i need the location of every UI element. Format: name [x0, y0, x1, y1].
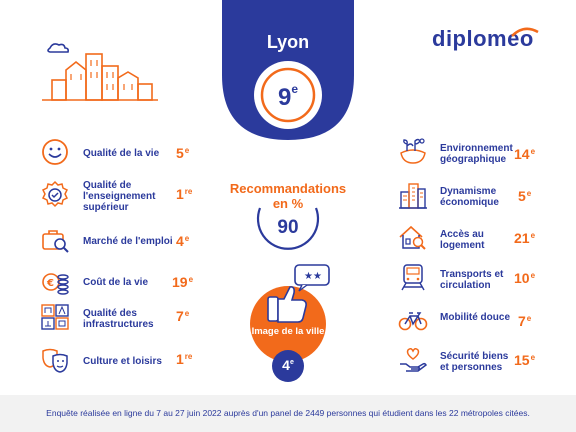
smiley-icon [42, 139, 68, 165]
house-search-icon [399, 225, 426, 250]
criteria-label-transports: Transports et circulation [440, 269, 504, 291]
survey-footer: Enquête réalisée en ligne du 7 au 27 jui… [0, 395, 576, 432]
criteria-rank-cout-vie: 19e [172, 274, 194, 290]
criteria-rank-securite: 15e [514, 352, 536, 368]
criteria-rank-enseignement: 1re [176, 186, 193, 202]
criteria-label-qualite-vie: Qualité de la vie [83, 148, 160, 159]
criteria-label-cout-vie: Coût de la vie [83, 277, 149, 288]
logo-swoosh-icon [511, 27, 539, 37]
image-label: Image de la ville [251, 326, 325, 337]
criteria-rank-emploi: 4e [176, 233, 190, 249]
criteria-rank-culture: 1re [176, 351, 193, 367]
criteria-rank-dynamisme: 5e [518, 188, 532, 204]
bicycle-icon [398, 312, 428, 331]
criteria-label-mobilite: Mobilité douce [440, 312, 510, 323]
diplomeo-logo: diplomeo [432, 26, 534, 52]
svg-text:€: € [46, 278, 54, 289]
briefcase-search-icon [42, 230, 69, 253]
criteria-label-environnement: Environnement géographique [440, 143, 513, 165]
buildings-icon [399, 183, 427, 209]
criteria-rank-transports: 10e [514, 270, 536, 286]
city-rank: 9e [277, 82, 299, 111]
criteria-label-logement: Accès au logement [440, 229, 485, 251]
train-icon [401, 264, 425, 291]
euro-coins-icon: € [42, 273, 69, 295]
city-banner [222, 0, 354, 140]
criteria-rank-mobilite: 7e [518, 313, 532, 329]
logo-text: diplomeo [432, 26, 534, 51]
criteria-label-dynamisme: Dynamisme économique [440, 186, 499, 208]
svg-text:★★: ★★ [304, 271, 322, 282]
criteria-label-enseignement: Qualité de l'enseignement supérieur [83, 180, 156, 213]
criteria-rank-qualite-vie: 5e [176, 145, 190, 161]
image-rank: 4e [282, 357, 294, 373]
theater-masks-icon [42, 348, 68, 373]
thumbs-up-circle: ★★ [250, 264, 330, 382]
criteria-label-infrastructures: Qualité des infrastructures [83, 308, 154, 330]
recommendations-title: Recommandations en % [229, 181, 347, 211]
infrastructure-icon [41, 304, 69, 330]
criteria-label-culture: Culture et loisirs [83, 356, 162, 367]
nature-icon [400, 138, 426, 164]
city-name: Lyon [266, 32, 310, 52]
criteria-rank-logement: 21e [514, 230, 536, 246]
criteria-label-emploi: Marché de l'emploi [83, 236, 173, 247]
criteria-label-securite: Sécurité biens et personnes [440, 351, 509, 373]
badge-check-icon [41, 180, 69, 208]
hand-heart-icon [400, 347, 427, 372]
recommendations-circle [256, 207, 320, 250]
criteria-rank-environnement: 14e [514, 146, 536, 162]
city-skyline-icon [42, 43, 158, 101]
criteria-rank-infrastructures: 7e [176, 308, 190, 324]
recommendations-value: 90 [277, 217, 299, 238]
